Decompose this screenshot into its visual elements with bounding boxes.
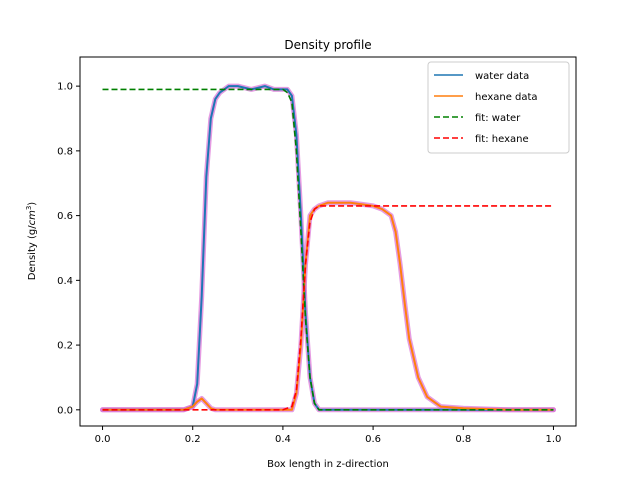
plot-frame	[79, 56, 577, 427]
x-tick-label: 0.0	[95, 434, 111, 445]
x-axis: 0.0 0.2 0.4 0.6 0.8 1.0	[95, 426, 562, 445]
legend-label: water data	[475, 71, 529, 82]
y-axis-label-exponent: 3	[25, 206, 33, 210]
series-line-3	[102, 205, 554, 411]
chart-title: Density profile	[284, 38, 371, 52]
y-axis-label-main: Density (g/	[27, 225, 38, 280]
legend: water data hexane data fit: water fit: hexa…	[427, 61, 570, 154]
x-tick-label: 0.8	[455, 434, 471, 445]
legend-label: hexane data	[475, 92, 538, 103]
plot-area	[100, 83, 556, 413]
y-axis-label-close: )	[27, 202, 38, 206]
x-tick-label: 0.2	[185, 434, 201, 445]
y-tick-label: 0.8	[57, 146, 73, 157]
y-axis-label-unit: cm	[27, 210, 38, 225]
x-tick-label: 0.6	[365, 434, 381, 445]
series-line-2	[102, 88, 554, 411]
y-tick-label: 0.2	[57, 341, 73, 352]
y-tick-label: 0.0	[57, 405, 73, 416]
y-tick-label: 1.0	[57, 82, 73, 93]
y-axis: 0.0 0.2 0.4 0.6 0.8 1.0	[57, 82, 80, 416]
legend-box	[427, 61, 570, 154]
y-tick-label: 0.4	[57, 276, 73, 287]
legend-label: fit: water	[475, 113, 521, 124]
x-axis-label: Box length in z-direction	[267, 459, 389, 470]
legend-label: fit: hexane	[475, 134, 529, 145]
x-tick-label: 0.4	[275, 434, 291, 445]
y-axis-label: Density (g/cm3)	[25, 202, 38, 281]
y-tick-label: 0.6	[57, 211, 73, 222]
x-tick-label: 1.0	[546, 434, 562, 445]
